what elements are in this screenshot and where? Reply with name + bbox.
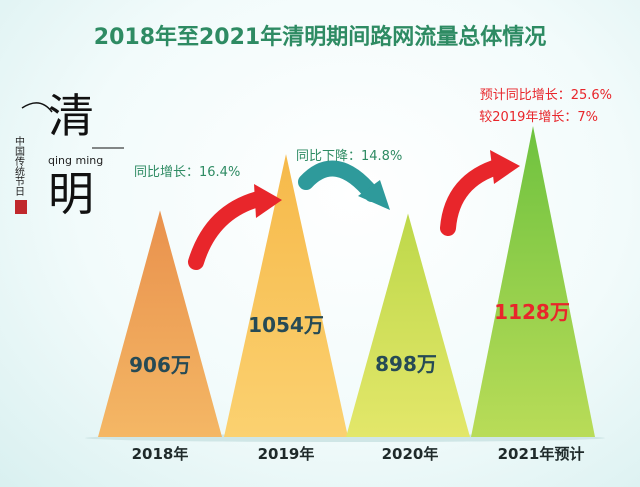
value-label-2019: 1054万: [248, 313, 324, 337]
category-label-2019: 2019年: [258, 445, 315, 463]
logo-char-qing: 清: [48, 89, 94, 143]
arrow-decrease-2020: [298, 160, 390, 210]
bar-2020: [346, 213, 470, 437]
annotation-2021-growth: 预计同比增长：25.6%: [480, 88, 612, 103]
category-label-2020: 2020年: [382, 445, 439, 463]
value-label-2021: 1128万: [494, 300, 570, 324]
logo-swirl: [21, 102, 53, 113]
arrow-increase-2021: [440, 150, 520, 236]
arrow-increase-2019: [188, 184, 282, 270]
bars-group: [98, 126, 595, 437]
qingming-logo: 清 qing ming 明 中国传统节日: [13, 89, 124, 221]
bar-2018: [98, 210, 222, 437]
annotation-2019-growth: 同比增长：16.4%: [134, 165, 240, 180]
annotation-2021-vs-2019: 较2019年增长：7%: [479, 110, 598, 125]
chart-title: 2018年至2021年清明期间路网流量总体情况: [94, 24, 546, 50]
category-label-2018: 2018年: [132, 445, 189, 463]
annotation-2020-decline: 同比下降：14.8%: [296, 149, 402, 164]
value-label-2020: 898万: [375, 352, 437, 376]
category-label-2021: 2021年预计: [498, 445, 585, 463]
bar-2021: [471, 126, 595, 437]
value-label-2018: 906万: [129, 353, 191, 377]
logo-char-ming: 明: [48, 167, 94, 221]
bar-2019: [224, 154, 348, 437]
logo-vertical-text: 中国传统节日: [13, 135, 25, 196]
logo-seal: [15, 200, 27, 214]
logo-pinyin: qing ming: [48, 154, 103, 167]
